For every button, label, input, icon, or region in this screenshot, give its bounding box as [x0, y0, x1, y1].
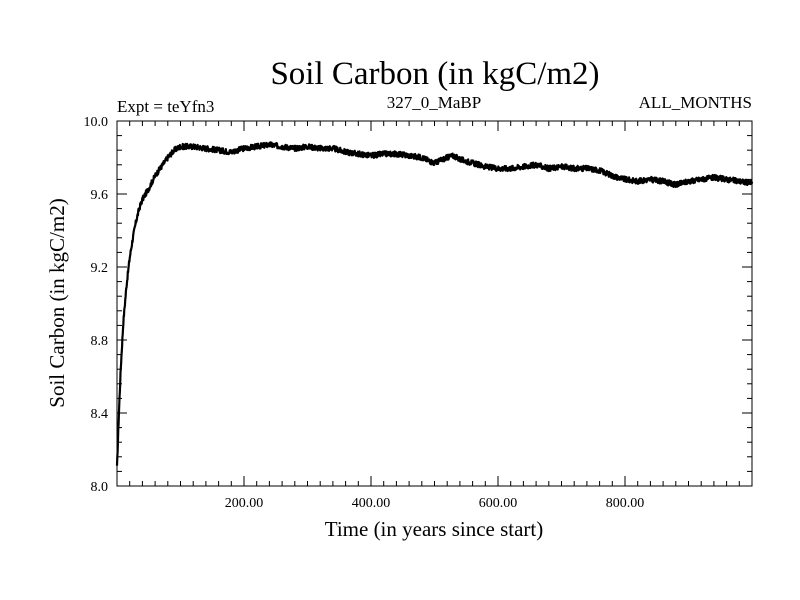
- series-line-soil_carbon: [115, 141, 754, 466]
- y-tick-label: 9.2: [91, 261, 109, 276]
- y-tick-label: 8.0: [91, 480, 109, 495]
- axis-ticks: [117, 121, 752, 486]
- y-tick-label: 9.6: [91, 188, 109, 203]
- series-layer: [115, 141, 754, 466]
- y-tick-label: 10.0: [84, 115, 109, 130]
- plot-frame: [116, 120, 753, 487]
- subtitle-right: ALL_MONTHS: [639, 93, 752, 112]
- y-tick-label: 8.4: [91, 407, 109, 422]
- x-tick-label: 600.00: [479, 496, 518, 511]
- subtitle-center: 327_0_MaBP: [387, 93, 481, 112]
- tick-labels: 200.00 400.00 600.00 800.00 8.0 8.4 8.8 9.2 9.6 1…: [84, 115, 645, 511]
- chart-title: Soil Carbon (in kgC/m2): [270, 56, 599, 92]
- y-axis-label: Soil Carbon (in kgC/m2): [45, 198, 69, 407]
- y-tick-label: 8.8: [91, 334, 109, 349]
- x-tick-label: 200.00: [225, 496, 264, 511]
- x-axis-label: Time (in years since start): [325, 517, 544, 541]
- x-tick-label: 800.00: [606, 496, 645, 511]
- subtitle-left: Expt = teYfn3: [117, 97, 214, 116]
- x-tick-label: 400.00: [352, 496, 391, 511]
